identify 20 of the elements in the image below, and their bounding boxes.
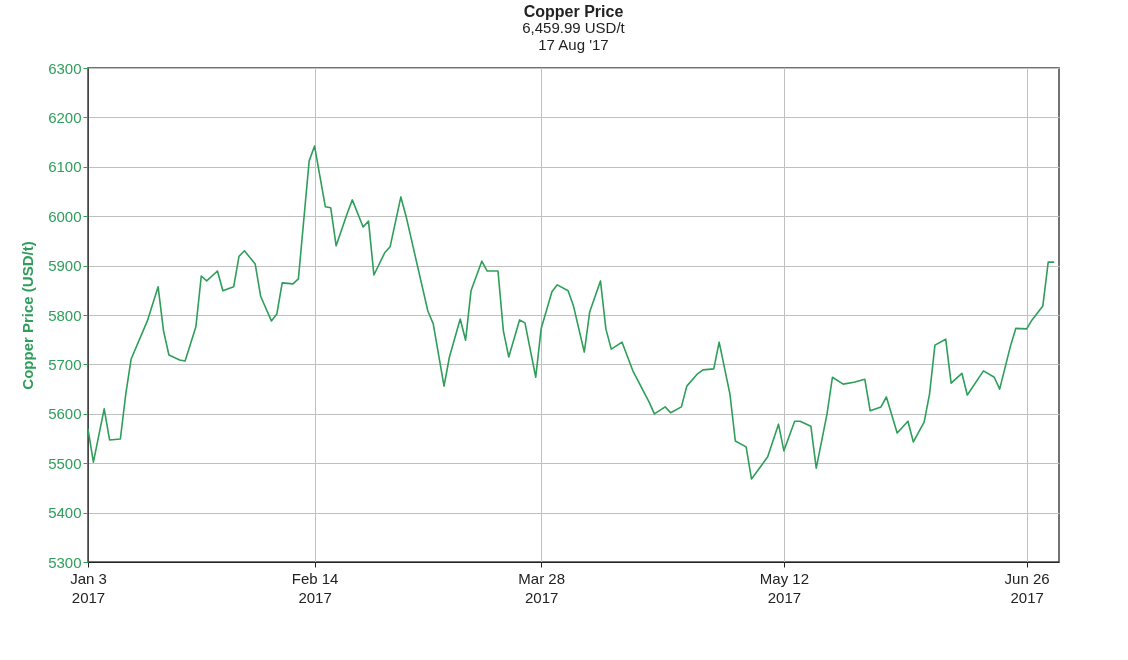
- x-tick-label: Jun 26 2017: [1004, 569, 1050, 606]
- y-tick-label: 5900: [48, 257, 82, 275]
- line-series: [87, 145, 1055, 480]
- chart-title: Copper Price: [523, 3, 624, 20]
- y-tick-label: 6100: [48, 158, 82, 176]
- x-tick-label: May 12 2017: [759, 569, 809, 606]
- y-tick-label: 5500: [48, 454, 82, 472]
- y-tick-label: 5300: [48, 553, 82, 571]
- y-tick-label: 5800: [48, 306, 82, 324]
- chart-subtitle: 6,459.99 USD/t 17 Aug '17: [522, 19, 626, 53]
- y-tick-label: 5600: [48, 405, 82, 423]
- y-tick-label: 6200: [48, 108, 82, 126]
- x-tick-label: Feb 14 2017: [291, 569, 339, 606]
- x-tick-label: Jan 3 2017: [70, 569, 107, 606]
- x-tick-label: Mar 28 2017: [518, 569, 565, 606]
- y-axis-title: Copper Price (USD/t): [19, 241, 37, 390]
- y-tick-label: 5400: [48, 504, 82, 522]
- y-tick-label: 6000: [48, 207, 82, 225]
- y-tick-label: 5700: [48, 355, 82, 373]
- y-tick-label: 6300: [48, 59, 82, 77]
